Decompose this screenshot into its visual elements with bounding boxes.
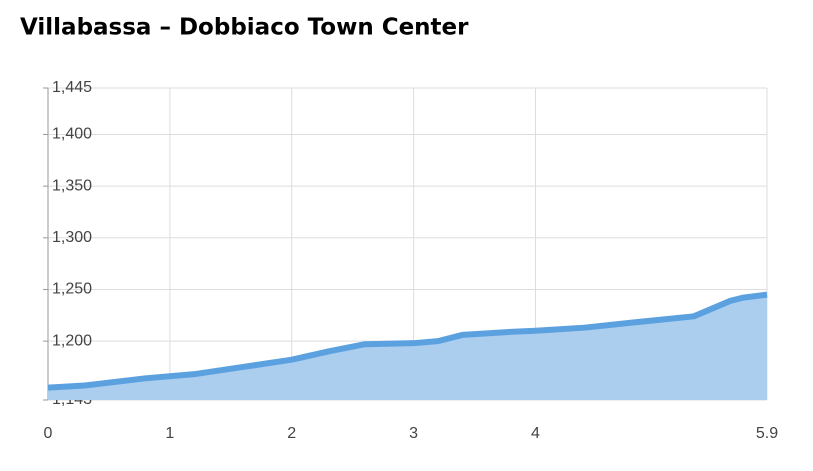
x-tick-label: 1 — [165, 425, 174, 442]
y-tick-label: 1,400 — [52, 126, 92, 143]
area — [48, 294, 767, 400]
x-tick-label: 0 — [44, 425, 53, 442]
x-tick-label: 2 — [287, 425, 296, 442]
y-tick-label: 1,445 — [52, 79, 92, 96]
x-tick-label: 3 — [409, 425, 418, 442]
y-tick-label: 1,200 — [52, 332, 92, 349]
line — [47, 291, 768, 391]
chart-title: Villabassa – Dobbiaco Town Center — [20, 15, 469, 41]
x-tick-label: 5.9 — [756, 425, 778, 442]
y-tick-label: 1,250 — [52, 281, 92, 298]
y-tick-label: 1,300 — [52, 229, 92, 246]
y-tick-label: 1,350 — [52, 177, 92, 194]
x-tick-label: 4 — [531, 425, 540, 442]
